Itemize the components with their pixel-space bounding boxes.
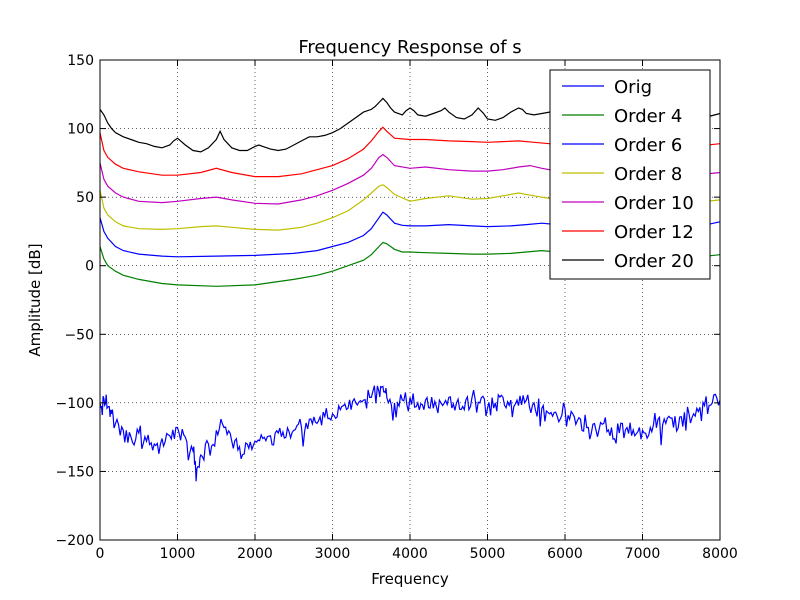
x-tick-label: 8000 xyxy=(702,546,738,562)
legend-label: Order 20 xyxy=(614,251,694,272)
series-line-order-12 xyxy=(99,126,721,178)
x-tick-label: 7000 xyxy=(625,546,661,562)
legend-label: Order 12 xyxy=(614,222,694,243)
x-tick-label: 5000 xyxy=(470,546,506,562)
legend-label: Order 4 xyxy=(614,106,682,127)
legend-box xyxy=(549,69,711,280)
x-tick-label: 2000 xyxy=(237,546,273,562)
y-tick-label: 150 xyxy=(67,53,94,69)
x-tick-label: 4000 xyxy=(392,546,428,562)
x-tick-label: 3000 xyxy=(315,546,351,562)
y-tick-label: −150 xyxy=(56,464,94,480)
x-axis-label: Frequency xyxy=(371,570,449,588)
series-line-order-20 xyxy=(99,97,721,153)
series-line-order-6 xyxy=(99,211,721,258)
legend-label: Orig xyxy=(614,77,652,98)
chart-title: Frequency Response of s xyxy=(298,37,521,58)
y-tick-label: 100 xyxy=(67,122,94,138)
legend-label: Order 10 xyxy=(614,193,694,214)
x-tick-label: 0 xyxy=(96,546,105,562)
y-tick-label: −50 xyxy=(64,327,94,343)
series-line-orig xyxy=(99,385,721,482)
y-tick-label: 0 xyxy=(85,259,94,275)
y-axis-label: Amplitude [dB] xyxy=(26,243,44,356)
x-tick-label: 1000 xyxy=(160,546,196,562)
series-line-order-10 xyxy=(99,153,721,205)
legend-label: Order 8 xyxy=(614,164,682,185)
series-line-order-8 xyxy=(99,184,721,231)
series-layer xyxy=(99,97,721,482)
y-tick-label: 50 xyxy=(76,190,94,206)
y-tick-label: −100 xyxy=(56,396,94,412)
x-tick-label: 6000 xyxy=(547,546,583,562)
legend: Orig Order 4 Order 6 Order 8 Order 10 Order 1… xyxy=(549,69,711,280)
series-line-order-4 xyxy=(99,241,721,287)
ticks: 0 1000 2000 3000 4000 5000 6000 7000 8000−200−15… xyxy=(56,53,738,562)
y-tick-label: −200 xyxy=(56,533,94,549)
legend-label: Order 6 xyxy=(614,135,682,156)
